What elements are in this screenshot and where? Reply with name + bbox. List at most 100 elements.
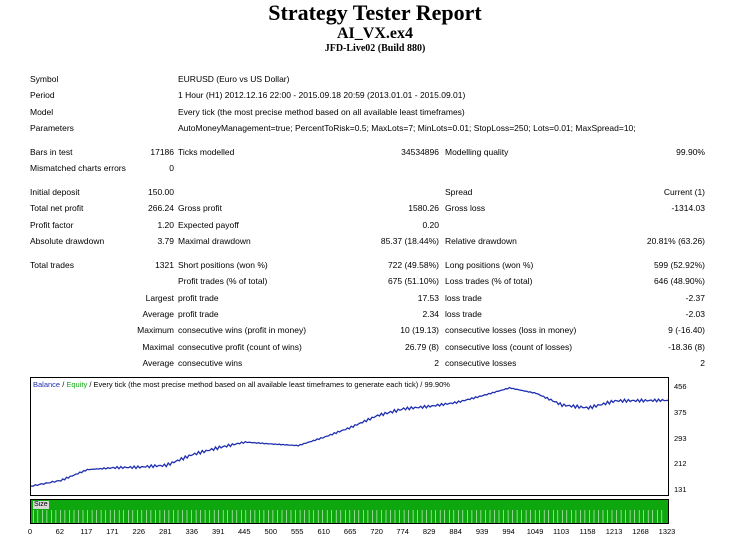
maximal-drawdown-value: 85.37 (18.44%) (380, 236, 439, 246)
size-bar (82, 510, 84, 523)
size-bar (543, 510, 545, 523)
size-bar (195, 510, 197, 523)
size-bar (638, 510, 640, 523)
expert-name: AI_VX.ex4 (337, 25, 413, 42)
size-bar (245, 510, 247, 523)
settings-label: Symbol (30, 74, 59, 84)
x-tick-label: 1049 (526, 527, 544, 536)
largest-loss-value: -2.37 (685, 293, 705, 303)
x-tick-label: 829 (422, 527, 436, 536)
size-bar (467, 510, 468, 523)
balance-chart-plot (31, 386, 668, 487)
size-bar (254, 510, 256, 523)
settings-value: 1 Hour (H1) 2012.12.16 22:00 - 2015.09.1… (178, 90, 466, 100)
test-row-bars: Bars in test 17186 Ticks modelled 345348… (0, 144, 750, 160)
x-tick-label: 281 (159, 527, 172, 536)
settings-row-model: Model Every tick (the most precise metho… (0, 104, 750, 120)
size-bar (602, 510, 604, 523)
size-bar (589, 510, 590, 523)
size-bar (123, 510, 124, 523)
size-bar (539, 510, 540, 523)
net-profit-value: 266.24 (148, 203, 174, 213)
size-bar (381, 510, 382, 523)
size-bar (611, 510, 613, 523)
size-bar (335, 510, 337, 523)
trades-row-average-consecutive: Average consecutive wins 2 consecutive l… (0, 355, 750, 371)
size-bar (530, 510, 531, 523)
x-tick-label: 665 (343, 527, 357, 536)
size-bar (634, 510, 635, 523)
trades-row-maximal: Maximal consecutive profit (count of win… (0, 339, 750, 355)
size-bar (259, 510, 260, 523)
average-profit-label: profit trade (178, 309, 219, 319)
x-tick-label: 939 (475, 527, 489, 536)
size-bar (376, 510, 378, 523)
size-bar (462, 510, 464, 523)
size-bar (146, 510, 147, 523)
settings-row-parameters: Parameters AutoMoneyManagement=true; Per… (0, 120, 750, 136)
result-row-drawdown: Absolute drawdown 3.79 Maximal drawdown … (0, 233, 750, 249)
size-bar (209, 510, 210, 523)
maximal-drawdown-label: Maximal drawdown (178, 236, 251, 246)
relative-drawdown-label: Relative drawdown (445, 236, 517, 246)
trades-row-profit-loss: Profit trades (% of total) 675 (51.10%) … (0, 273, 750, 289)
maximal-consecutive-profit-value: 26.79 (8) (404, 342, 439, 352)
legend-equity: Equity (66, 380, 88, 389)
size-bar (408, 510, 409, 523)
avg-consecutive-losses-value: 2 (700, 358, 705, 368)
x-tick-label: 555 (290, 527, 304, 536)
size-bar (480, 510, 482, 523)
size-bar (498, 510, 500, 523)
size-bar (268, 510, 269, 523)
y-tick-label: 375 (674, 407, 687, 417)
net-profit-label: Total net profit (30, 203, 84, 213)
size-bar (241, 510, 242, 523)
size-bar (372, 510, 373, 523)
size-bar (222, 510, 224, 523)
size-bars (33, 510, 663, 523)
size-bar (598, 510, 599, 523)
size-bar (525, 510, 527, 523)
max-consecutive-wins-value: 10 (19.13) (400, 325, 439, 335)
size-bar (458, 510, 459, 523)
x-tick-label: 1268 (632, 527, 649, 536)
bars-value: 17186 (150, 147, 174, 157)
size-bar (109, 510, 111, 523)
expected-payoff-label: Expected payoff (178, 220, 239, 230)
size-bar (73, 510, 75, 523)
size-bar (557, 510, 559, 523)
y-tick-label: 293 (674, 433, 687, 443)
loss-trades-value: 646 (48.90%) (653, 276, 705, 286)
size-bar (322, 510, 323, 523)
short-positions-label: Short positions (won %) (178, 260, 268, 270)
spread-label: Spread (445, 187, 473, 197)
size-bar (657, 510, 658, 523)
size-bar (168, 510, 170, 523)
size-bar (182, 510, 183, 523)
size-bar (358, 510, 360, 523)
bars-label: Bars in test (30, 147, 73, 157)
settings-row-period: Period 1 Hour (H1) 2012.12.16 22:00 - 20… (0, 87, 750, 103)
size-bar (155, 510, 156, 523)
mismatch-label: Mismatched charts errors (30, 163, 126, 173)
size-bar (227, 510, 228, 523)
size-bar (643, 510, 644, 523)
max-consecutive-losses-value: 9 (-16.40) (668, 325, 705, 335)
size-bar (33, 510, 34, 523)
x-tick-label: 171 (106, 527, 119, 536)
size-bar (562, 510, 563, 523)
size-bar (263, 510, 265, 523)
y-tick-label: 456 (674, 382, 687, 391)
legend-separator: / (60, 380, 67, 389)
size-bar (453, 510, 455, 523)
deposit-label: Initial deposit (30, 187, 80, 197)
size-bar-chart: Size (30, 499, 669, 524)
result-row-deposit: Initial deposit 150.00 Spread Current (1… (0, 184, 750, 200)
settings-value: Every tick (the most precise method base… (178, 107, 465, 117)
size-bar (430, 510, 432, 523)
size-bar (290, 510, 292, 523)
size-bar (449, 510, 450, 523)
size-bar (186, 510, 188, 523)
size-bar (571, 510, 572, 523)
size-bar (503, 510, 504, 523)
